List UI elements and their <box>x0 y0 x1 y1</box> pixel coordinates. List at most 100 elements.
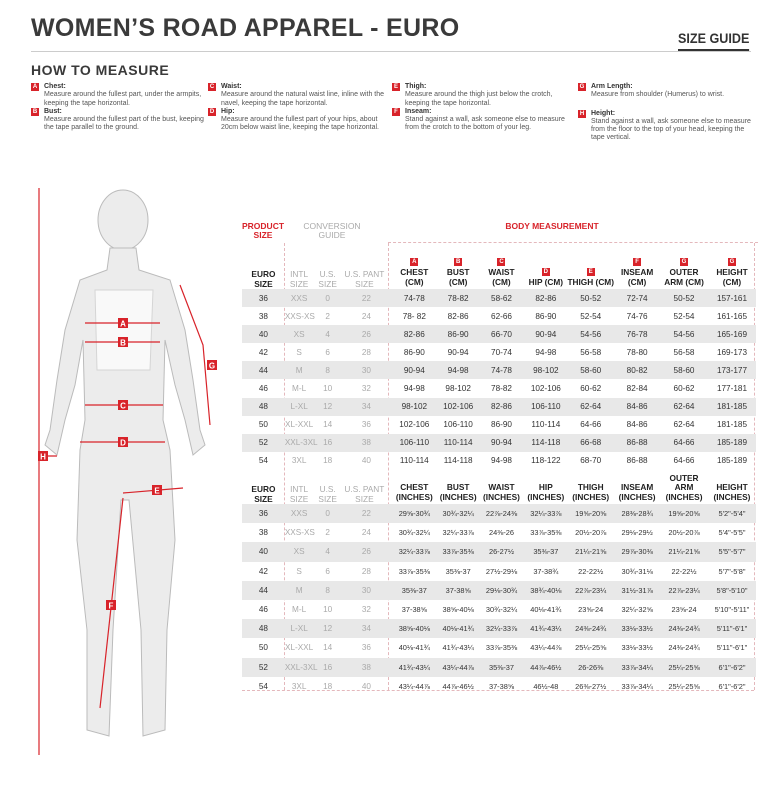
conversion-cell: 28 <box>361 347 371 357</box>
table-row: 50 XL-XXL 14 36 40⅛-41¾ 41¾-43¼ 33⅞-35⅜ 43¼-44⅞… <box>242 638 756 657</box>
measurement-header: CHEST (INCHES) <box>391 472 438 504</box>
measurement-cell: 41¾-43¼ <box>524 619 568 639</box>
measurement-cell: 86-90 <box>437 325 479 344</box>
euro-size-cell: 38 <box>258 311 268 321</box>
measurement-header: BUST (INCHES) <box>438 472 479 504</box>
instruction-label: Hip: <box>221 107 235 115</box>
measurement-cell: 21¼-21⅝ <box>567 542 615 562</box>
measurement-cell: 74-78 <box>478 361 525 380</box>
measurement-cell: 64-66 <box>673 456 695 466</box>
table-row: 42 S 6 28 33⅞-35⅜ 35⅜-37 27½-29⅛ 37-38¾ 22-22½ 30… <box>242 562 756 581</box>
instruction-label: Waist: <box>221 83 242 90</box>
measurement-cell: 32¼-33⅞ <box>390 542 438 562</box>
instruction-label: Arm Length: <box>591 83 633 90</box>
measurement-cell: 110-114 <box>399 456 429 466</box>
measurement-cell: 94-98 <box>535 347 557 357</box>
conversion-cell: 0 <box>313 289 342 308</box>
measurement-cell: 64-66 <box>580 420 602 430</box>
measurement-cell: 185-189 <box>707 433 756 452</box>
instruction-text: Measure around the fullest part, under t… <box>44 91 202 107</box>
measurement-header: HEIGHT (INCHES) <box>708 472 756 504</box>
conversion-cell: S <box>296 347 302 357</box>
table-row: 38 XXS-XS 2 24 30¾-32¼ 32¼-33⅞ 24⅜-26 33⅞-35⅜ 20… <box>242 523 756 542</box>
euro-size-cell: 36 <box>242 504 285 524</box>
conversion-cell: 12 <box>313 397 342 416</box>
measurement-cell: 20½-20⅞ <box>668 528 700 538</box>
euro-size-cell: 54 <box>258 456 268 466</box>
instruction-label: Height: <box>591 109 616 117</box>
size-header: U.S. SIZE <box>318 484 337 504</box>
conversion-cell: L-XL <box>284 397 314 416</box>
measurement-header: G HEIGHT (CM) <box>708 244 756 289</box>
measurement-cell: 6'1"-6'2" <box>718 681 746 691</box>
measurement-cell: 78- 82 <box>402 311 426 321</box>
measurement-cell: 46½-48 <box>533 681 559 691</box>
measurement-cell: 33⅞-35⅜ <box>485 643 518 653</box>
header-row: EURO SIZE INTL SIZE U.S. SIZE U.S. PANT SIZ… <box>242 472 756 504</box>
conversion-cell: 8 <box>313 580 342 600</box>
conversion-cell: 6 <box>325 347 330 357</box>
measurement-cell: 40⅛-41¾ <box>530 605 562 615</box>
measurement-cell: 35⅜-37 <box>390 580 438 600</box>
letter-badge: H <box>578 109 586 118</box>
conversion-cell: 38 <box>341 433 391 452</box>
measurement-cell: 82-86 <box>478 397 525 416</box>
measurement-header: THIGH (INCHES) <box>567 472 614 504</box>
measurement-cell: 82-84 <box>626 384 648 394</box>
measurement-header: E THIGH (CM) <box>567 244 614 289</box>
measurement-cell: 32¼-33⅞ <box>524 504 568 524</box>
measurement-cell: 26⅜-27½ <box>575 681 607 691</box>
measurement-cell: 106-110 <box>390 433 438 452</box>
conversion-cell: 0 <box>313 504 342 524</box>
measurement-cell: 24⅜-24¾ <box>660 619 708 639</box>
measurement-cell: 64-66 <box>660 433 708 452</box>
measurement-header: G OUTER ARM (CM) <box>660 244 708 289</box>
measurement-cell: 70-74 <box>491 347 512 357</box>
euro-size-cell: 42 <box>258 347 268 357</box>
measurement-cell: 24⅜-24¾ <box>668 643 700 653</box>
conversion-cell: 26 <box>341 542 391 562</box>
header-label: HIP (CM) <box>528 276 564 287</box>
size-header: U.S. PANT SIZE <box>344 484 385 504</box>
measurement-cell: 5'2"-5'4" <box>707 504 756 524</box>
instruction-text: Stand against a wall, ask someone else t… <box>591 117 751 142</box>
measurement-cell: 50-52 <box>567 289 615 308</box>
euro-size-cell: 42 <box>258 566 268 576</box>
marker-B <box>118 337 128 347</box>
size-header: EURO SIZE <box>251 269 276 289</box>
measurement-cell: 30¾-32¼ <box>437 504 479 524</box>
measurement-cell: 114-118 <box>524 433 568 452</box>
euro-size-cell: 48 <box>242 619 285 639</box>
conversion-cell: 34 <box>341 397 391 416</box>
table-row: 54 3XL 18 40 43¼-44⅞ 44⅞-46½ 37-38⅝ 46½-48 26⅜-2… <box>242 677 756 696</box>
body-measurement-heading: BODY MEASUREMENT <box>505 221 599 231</box>
table-row: 36 XXS 0 22 74-78 78-82 58-62 82-86 50-52 72-74 50… <box>242 289 756 308</box>
measurement-cell: 84-86 <box>626 420 648 430</box>
conversion-cell: XXS-XS <box>284 311 315 321</box>
marker-label: F <box>109 602 114 611</box>
measurement-cell: 5'8"-5'10" <box>707 580 756 600</box>
instruction-item: A Chest: Measure around the fullest part, … <box>31 83 211 108</box>
measurement-cell: 78-82 <box>437 289 479 308</box>
measurement-cell: 90-94 <box>390 361 438 380</box>
measurement-cell: 78-82 <box>491 384 512 394</box>
measurement-cell: 62-64 <box>660 397 708 416</box>
measurement-cell: 25¼-25⅝ <box>660 657 708 677</box>
conversion-cell: 30 <box>341 580 391 600</box>
marker-D <box>118 437 128 447</box>
measurement-cell: 38⅝-40⅛ <box>390 619 438 639</box>
measurement-cell: 25¼-25⅝ <box>668 681 700 691</box>
conversion-cell: 18 <box>323 681 333 691</box>
measurement-cell: 86-90 <box>491 420 512 430</box>
conversion-cell: 22 <box>341 289 391 308</box>
measurement-cell: 24⅜-24¾ <box>567 619 615 639</box>
conversion-cell: XXL-3XL <box>284 433 318 452</box>
table-row: 44 M 8 30 35⅜-37 37-38⅝ 29⅛-30¾ 38¾-40⅛ 22⅞-23¼ 3… <box>242 580 756 600</box>
size-guide-tab[interactable]: SIZE GUIDE <box>678 30 750 52</box>
measurement-cell: 33⅞-34¼ <box>621 681 653 691</box>
conversion-cell: 2 <box>325 311 330 321</box>
instruction-label: Bust: <box>44 107 62 115</box>
measurement-cell: 44⅞-46½ <box>442 681 474 691</box>
measurement-cell: 102-106 <box>530 384 561 394</box>
measurement-cell: 86-90 <box>403 347 425 357</box>
